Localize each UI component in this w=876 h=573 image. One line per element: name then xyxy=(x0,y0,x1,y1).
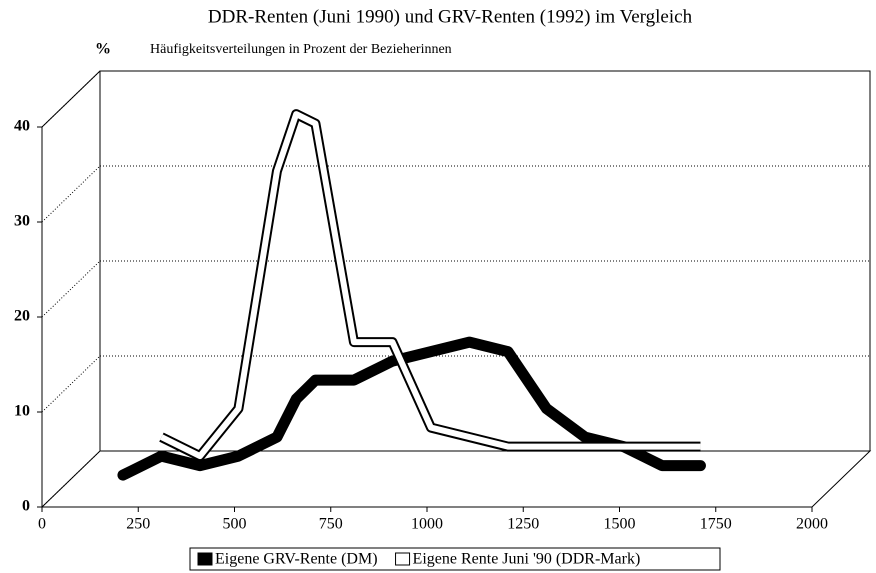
grid-line xyxy=(41,355,101,413)
x-tick-label: 2000 xyxy=(796,516,828,533)
x-tick-label: 750 xyxy=(319,516,343,533)
legend-label: Eigene GRV-Rente (DM) xyxy=(215,551,378,568)
legend-swatch xyxy=(395,552,411,566)
series-line xyxy=(160,111,701,460)
y-tick-label: 0 xyxy=(22,498,30,515)
legend-box xyxy=(189,547,721,571)
x-tick-label: 0 xyxy=(38,516,46,533)
series-outline xyxy=(159,109,701,462)
side-top xyxy=(41,70,101,128)
x-tick-label: 1750 xyxy=(700,516,732,533)
x-tick-label: 500 xyxy=(223,516,247,533)
legend-swatch xyxy=(197,552,213,566)
chart-title: DDR-Renten (Juni 1990) und GRV-Renten (1… xyxy=(208,6,693,27)
y-tick-label: 20 xyxy=(14,308,30,325)
y-axis-label: % xyxy=(95,41,111,58)
legend-label: Eigene Rente Juni '90 (DDR-Mark) xyxy=(413,551,641,568)
y-tick-label: 40 xyxy=(14,118,30,135)
frame: 0 10 20 30 40 0 250 500 750 1000 1250 1500 1750 2000 xyxy=(14,70,872,533)
subtitle: Häufigkeitsverteilungen in Prozent der B… xyxy=(150,42,452,57)
y-tick-label: 30 xyxy=(14,213,30,230)
x-tick-label: 250 xyxy=(126,516,150,533)
y-tick-label: 10 xyxy=(14,403,30,420)
grid-line xyxy=(41,260,101,318)
grid-line xyxy=(41,165,101,223)
floor xyxy=(40,450,872,508)
x-tick-label: 1500 xyxy=(604,516,636,533)
x-tick-label: 1000 xyxy=(411,516,443,533)
x-tick-label: 1250 xyxy=(507,516,539,533)
series-line xyxy=(117,336,706,481)
